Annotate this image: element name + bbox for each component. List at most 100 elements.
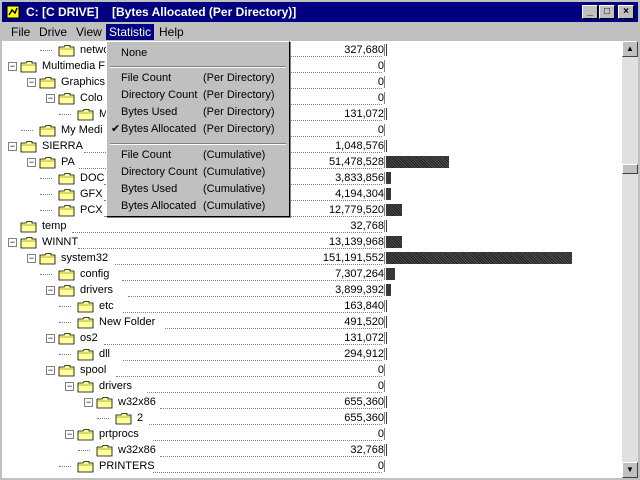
leader-line: [123, 360, 382, 362]
tree-row[interactable]: − os2 131,072: [2, 330, 622, 346]
bar-axis: [384, 460, 385, 472]
bytes-value: 655,360: [344, 396, 384, 408]
size-bar: [386, 300, 387, 312]
menu-item-cumulative[interactable]: Bytes Used (Cumulative): [109, 181, 287, 197]
tree-row[interactable]: etc 163,840: [2, 298, 622, 314]
expand-collapse-toggle[interactable]: −: [27, 253, 36, 263]
menu-item-label: Bytes Allocated: [121, 200, 197, 212]
bytes-value: 7,307,264: [335, 268, 384, 280]
leader-line: [104, 344, 382, 346]
tree-connector: [40, 50, 52, 52]
tree-row[interactable]: temp 32,768: [2, 218, 622, 234]
tree-connector: [40, 210, 52, 212]
scroll-up-button[interactable]: ▲: [622, 41, 638, 57]
menu-item-label: Bytes Used: [121, 183, 178, 195]
tree-row[interactable]: − PA 51,478,528: [2, 154, 622, 170]
bar-axis: [384, 60, 385, 72]
expand-collapse-toggle[interactable]: −: [27, 157, 36, 167]
tree-row[interactable]: w32x86 32,768: [2, 442, 622, 458]
bytes-value: 0: [377, 124, 384, 136]
statistic-dropdown-menu: None File Count (Per Directory) Directory …: [106, 41, 290, 217]
expand-collapse-toggle[interactable]: −: [8, 141, 17, 151]
bytes-value: 327,680: [344, 44, 384, 56]
expand-collapse-toggle[interactable]: −: [46, 93, 55, 103]
tree-row[interactable]: − Graphics 0: [2, 74, 622, 90]
menu-statistic[interactable]: Statistic: [106, 24, 155, 40]
folder-icon: [77, 301, 94, 313]
menu-item-cumulative[interactable]: File Count (Cumulative): [109, 147, 287, 163]
menu-item-per-directory[interactable]: File Count (Per Directory): [109, 70, 287, 86]
menu-item-none[interactable]: None: [109, 45, 287, 61]
tree-row[interactable]: network 327,680: [2, 42, 622, 58]
expand-collapse-toggle[interactable]: −: [46, 285, 55, 295]
bytes-value: 3,833,856: [335, 172, 384, 184]
size-bar: [386, 220, 387, 232]
bytes-value: 491,520: [344, 316, 384, 328]
bar-axis: [384, 236, 385, 248]
folder-name: PCX: [80, 204, 103, 216]
tree-row[interactable]: − prtprocs 0: [2, 426, 622, 442]
expand-collapse-toggle[interactable]: −: [65, 381, 74, 391]
menu-view[interactable]: View: [76, 25, 102, 39]
tree-row[interactable]: 2 655,360: [2, 410, 622, 426]
size-bar: [386, 172, 391, 184]
tree-row[interactable]: config 7,307,264: [2, 266, 622, 282]
bar-axis: [384, 140, 385, 152]
expand-collapse-toggle[interactable]: −: [65, 429, 74, 439]
menu-item-scope: (Cumulative): [203, 166, 266, 178]
tree-row[interactable]: − spool 0: [2, 362, 622, 378]
tree-row[interactable]: dll 294,912: [2, 346, 622, 362]
tree-row[interactable]: My Medi 0: [2, 122, 622, 138]
tree-row[interactable]: New Folder 491,520: [2, 314, 622, 330]
maximize-button[interactable]: □: [599, 5, 615, 19]
directory-tree[interactable]: network 327,680− Multimedia F 0− Graphics 0− C…: [2, 41, 622, 478]
expand-collapse-toggle[interactable]: −: [46, 365, 55, 375]
folder-name: PA: [61, 156, 75, 168]
tree-row[interactable]: PRINTERS 0: [2, 458, 622, 474]
menu-drive[interactable]: Drive: [39, 25, 68, 39]
tree-row[interactable]: − system32 151,191,552: [2, 250, 622, 266]
menu-item-per-directory[interactable]: Bytes Used (Per Directory): [109, 104, 287, 120]
tree-row[interactable]: PCX 12,779,520: [2, 202, 622, 218]
menu-help[interactable]: Help: [159, 25, 184, 39]
tree-row[interactable]: M 131,072: [2, 106, 622, 122]
expand-collapse-toggle[interactable]: −: [46, 333, 55, 343]
menu-item-per-directory[interactable]: ✔ Bytes Allocated (Per Directory): [109, 121, 287, 137]
tree-connector: [40, 194, 52, 196]
tree-row[interactable]: − w32x86 655,360: [2, 394, 622, 410]
menu-item-per-directory[interactable]: Directory Count (Per Directory): [109, 87, 287, 103]
tree-row[interactable]: − drivers 3,899,392: [2, 282, 622, 298]
menu-item-cumulative[interactable]: Bytes Allocated (Cumulative): [109, 198, 287, 214]
vertical-scrollbar[interactable]: ▲ ▼: [622, 41, 638, 478]
menu-item-cumulative[interactable]: Directory Count (Cumulative): [109, 164, 287, 180]
tree-row[interactable]: DOC 3,833,856: [2, 170, 622, 186]
size-bar: [386, 236, 402, 248]
tree-connector: [40, 274, 52, 276]
size-bar: [386, 156, 449, 168]
close-button[interactable]: ×: [618, 5, 634, 19]
size-bar: [386, 188, 391, 200]
folder-icon: [77, 349, 94, 361]
size-bar: [386, 444, 387, 456]
title-bar[interactable]: C: [C DRIVE] [Bytes Allocated (Per Direc…: [2, 2, 638, 22]
tree-row[interactable]: − Colo 0: [2, 90, 622, 106]
tree-row[interactable]: − WINNT 13,139,968: [2, 234, 622, 250]
expand-collapse-toggle[interactable]: −: [8, 237, 17, 247]
size-bar: [386, 268, 395, 280]
tree-row[interactable]: − Multimedia F 0: [2, 58, 622, 74]
menu-item-label: Bytes Used: [121, 106, 178, 118]
tree-row[interactable]: − SIERRA 1,048,576: [2, 138, 622, 154]
folder-icon: [20, 141, 37, 153]
expand-collapse-toggle[interactable]: −: [84, 397, 93, 407]
tree-row[interactable]: − drivers 0: [2, 378, 622, 394]
menu-file[interactable]: File: [11, 25, 31, 39]
minimize-button[interactable]: _: [582, 5, 598, 19]
tree-row[interactable]: GFX 4,194,304: [2, 186, 622, 202]
expand-collapse-toggle[interactable]: −: [27, 77, 36, 87]
scroll-down-button[interactable]: ▼: [622, 462, 638, 478]
leader-line: [147, 392, 382, 394]
scroll-thumb[interactable]: [622, 164, 638, 174]
expand-collapse-toggle[interactable]: −: [8, 61, 17, 71]
size-bar: [386, 44, 387, 56]
leader-line: [165, 328, 382, 330]
